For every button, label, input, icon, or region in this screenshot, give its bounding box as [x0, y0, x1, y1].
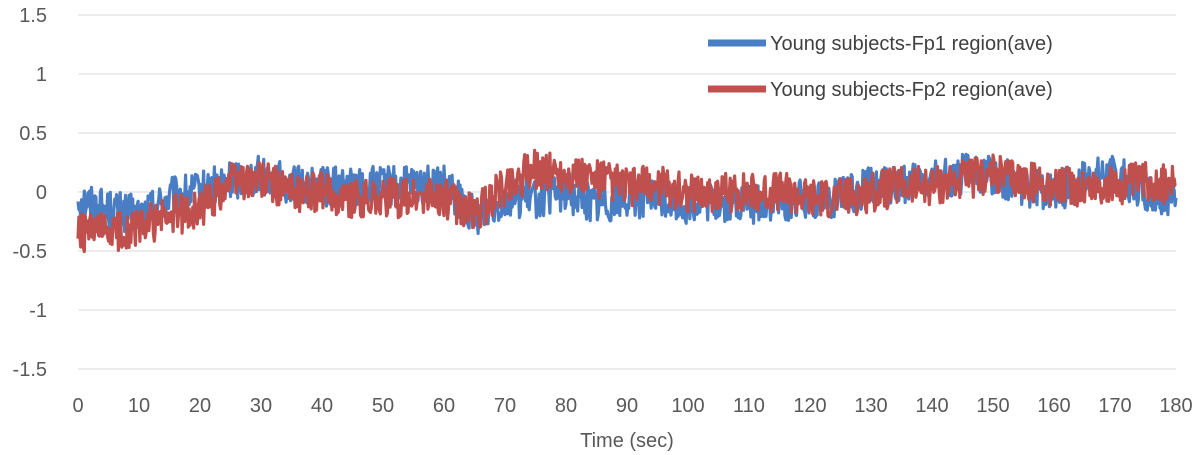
x-axis-title: Time (sec) — [580, 430, 674, 452]
x-tick-label: 100 — [671, 395, 704, 417]
x-tick-label: 90 — [616, 395, 638, 417]
x-tick-label: 20 — [189, 395, 211, 417]
x-tick-label: 120 — [793, 395, 826, 417]
x-tick-label: 140 — [915, 395, 948, 417]
x-tick-label: 110 — [733, 395, 765, 417]
x-tick-label: 0 — [72, 395, 83, 417]
y-tick-label: 0 — [36, 182, 47, 204]
x-tick-label: 180 — [1159, 395, 1192, 417]
x-tick-label: 170 — [1098, 395, 1131, 417]
x-tick-label: 30 — [250, 395, 272, 417]
legend-label: Young subjects-Fp2 region(ave) — [770, 79, 1053, 101]
x-tick-labels: 0 10 20 30 40 50 60 70 80 90 100 110 120 130 140 150 160… — [72, 395, 1192, 417]
x-tick-label: 80 — [555, 395, 577, 417]
y-tick-label: -0.5 — [13, 241, 47, 263]
x-tick-label: 60 — [433, 395, 455, 417]
legend: Young subjects-Fp1 region(ave) Young subj… — [708, 33, 1053, 101]
x-tick-label: 50 — [372, 395, 394, 417]
x-tick-label: 150 — [976, 395, 1009, 417]
x-tick-label: 70 — [494, 395, 516, 417]
legend-label: Young subjects-Fp1 region(ave) — [770, 33, 1053, 55]
x-tick-label: 10 — [128, 395, 150, 417]
y-tick-label: 0.5 — [19, 123, 47, 145]
y-tick-label: -1 — [29, 300, 47, 322]
y-tick-labels: 1.5 1 0.5 0 -0.5 -1 -1.5 — [13, 5, 47, 381]
x-tick-label: 40 — [311, 395, 333, 417]
x-tick-label: 130 — [854, 395, 887, 417]
y-tick-label: 1 — [36, 64, 47, 86]
y-tick-label: -1.5 — [13, 359, 47, 381]
series-line — [76, 148, 1177, 254]
y-tick-label: 1.5 — [19, 5, 47, 27]
x-tick-label: 160 — [1037, 395, 1070, 417]
series-group — [76, 148, 1178, 254]
